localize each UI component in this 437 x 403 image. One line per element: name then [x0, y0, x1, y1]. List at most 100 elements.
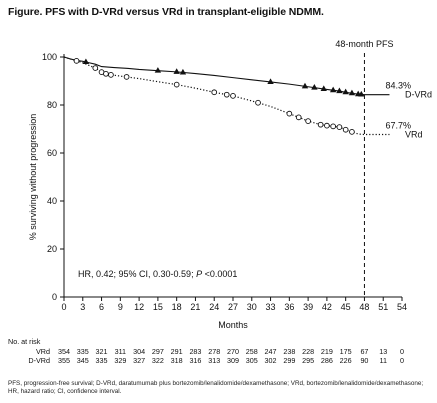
censor-marker-vrd	[317, 121, 324, 128]
censor-marker-d-vrd	[329, 86, 337, 93]
censor-marker-vrd	[342, 126, 349, 133]
risk-value: 226	[340, 356, 352, 365]
risk-value: 175	[340, 347, 352, 356]
censor-marker-d-vrd	[358, 90, 365, 97]
x-tick-label: 15	[153, 302, 163, 312]
censor-marker-vrd	[330, 123, 336, 130]
risk-value: 0	[400, 347, 404, 356]
risk-value: 295	[302, 356, 314, 365]
risk-value: 13	[379, 347, 387, 356]
hr-annotation-p-value: <0.0001	[202, 269, 237, 279]
x-tick-label: 9	[118, 302, 123, 312]
censor-marker-d-vrd	[173, 68, 180, 74]
plot-area: 48-month PFS 84.3%D-VRd 67.7%VRd HR, 0.42; …	[63, 39, 432, 297]
risk-value: 258	[246, 347, 258, 356]
censor-marker-d-vrd	[342, 88, 349, 95]
risk-value: 304	[133, 347, 145, 356]
x-tick-label: 42	[322, 302, 332, 312]
footnote: PFS, progression-free survival; D-VRd, d…	[8, 380, 424, 396]
censor-marker-d-vrd	[336, 87, 343, 94]
endpoint-label-vrd: 67.7%	[385, 121, 411, 131]
risk-value: 316	[189, 356, 201, 365]
x-tick-label: 45	[341, 302, 351, 312]
series-line-d-vrd	[63, 56, 390, 96]
risk-value: 228	[302, 347, 314, 356]
x-tick-label: 27	[228, 302, 238, 312]
censor-marker-vrd	[349, 129, 355, 135]
censor-marker-d-vrd	[301, 82, 309, 89]
risk-value: 321	[96, 347, 108, 356]
x-tick-label: 12	[134, 302, 144, 312]
censor-marker-vrd	[211, 89, 218, 96]
risk-row-label: VRd	[36, 347, 50, 356]
risk-value: 299	[283, 356, 295, 365]
y-tick-label: 40	[47, 196, 57, 206]
risk-value: 327	[133, 356, 145, 365]
y-tick-label: 0	[52, 292, 57, 302]
y-tick-label: 60	[47, 148, 57, 158]
risk-value: 283	[189, 347, 201, 356]
censor-marker-d-vrd	[154, 67, 162, 73]
x-tick-label: 51	[378, 302, 388, 312]
risk-value: 11	[379, 356, 386, 365]
series-name-vrd: VRd	[405, 130, 423, 140]
x-tick-label: 30	[247, 302, 257, 312]
x-tick-label: 21	[190, 302, 200, 312]
censor-marker-vrd	[255, 99, 261, 106]
reference-line-label: 48-month PFS	[335, 39, 393, 49]
x-tick-label: 0	[61, 302, 66, 312]
censor-marker-vrd	[103, 70, 109, 77]
x-tick-label: 39	[303, 302, 313, 312]
risk-table-header: No. at risk	[8, 337, 41, 346]
risk-value: 335	[96, 356, 108, 365]
risk-value: 67	[360, 347, 368, 356]
risk-value: 313	[208, 356, 220, 365]
risk-value: 297	[152, 347, 164, 356]
censor-marker-vrd	[295, 114, 302, 121]
x-tick-label: 6	[99, 302, 104, 312]
censor-marker-d-vrd	[267, 78, 274, 84]
risk-value: 286	[321, 356, 333, 365]
y-tick-label: 80	[47, 100, 57, 110]
risk-value: 355	[58, 356, 70, 365]
figure-title: Figure. PFS with D-VRd versus VRd in tra…	[8, 6, 324, 18]
risk-row-label: D-VRd	[28, 356, 50, 365]
censor-marker-vrd	[230, 93, 236, 99]
risk-value: 302	[265, 356, 277, 365]
risk-value: 0	[400, 356, 404, 365]
censor-marker-vrd	[336, 124, 343, 130]
censor-marker-vrd	[286, 110, 293, 117]
risk-value: 291	[171, 347, 183, 356]
x-axis-label: Months	[218, 320, 248, 330]
censor-marker-d-vrd	[311, 84, 318, 90]
risk-value: 322	[152, 356, 164, 365]
risk-value: 318	[171, 356, 183, 365]
x-tick-label: 3	[80, 302, 85, 312]
hr-annotation: HR, 0.42; 95% CI, 0.30-0.59; P <0.0001	[78, 269, 237, 279]
risk-value: 238	[283, 347, 295, 356]
censor-marker-vrd	[123, 74, 130, 80]
hr-annotation-p: P	[196, 269, 202, 279]
risk-value: 305	[246, 356, 258, 365]
censor-marker-d-vrd	[320, 85, 327, 91]
censor-marker-vrd	[223, 91, 230, 98]
risk-value: 90	[360, 356, 368, 365]
censor-marker-vrd	[324, 122, 330, 129]
risk-value: 247	[265, 347, 277, 356]
series-name-d-vrd: D-VRd	[405, 90, 432, 100]
y-tick-label: 100	[42, 52, 57, 62]
risk-value: 309	[227, 356, 239, 365]
censor-marker-d-vrd	[82, 58, 90, 65]
risk-value: 219	[321, 347, 333, 356]
risk-value: 354	[58, 347, 70, 356]
censor-marker-d-vrd	[179, 68, 187, 75]
censor-marker-vrd	[173, 81, 180, 88]
x-tick-label: 24	[209, 302, 219, 312]
hr-annotation-text: HR, 0.42; 95% CI, 0.30-0.59;	[78, 269, 196, 279]
x-tick-label: 33	[266, 302, 276, 312]
censor-marker-vrd	[92, 65, 99, 71]
